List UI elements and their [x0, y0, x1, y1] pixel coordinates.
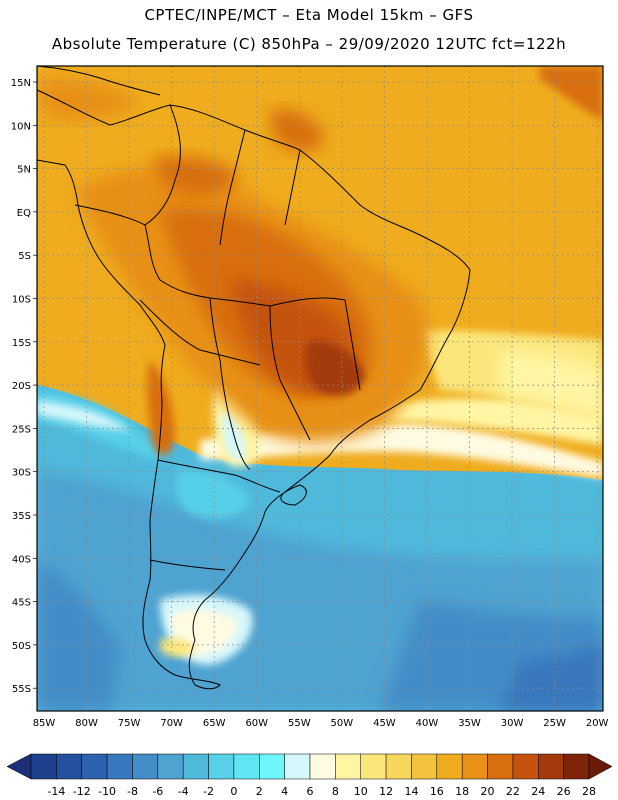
colorbar-label: -2 [203, 785, 214, 798]
colorbar-label: 2 [256, 785, 263, 798]
lat-label: 10N [11, 121, 31, 132]
colorbar-label: -12 [73, 785, 91, 798]
lat-label: 10S [12, 295, 31, 306]
colorbar-label: 4 [281, 785, 288, 798]
lat-label: 15S [12, 338, 31, 349]
lat-label: 40S [12, 554, 31, 565]
lon-label: 60W [245, 718, 268, 729]
colorbar-label: 26 [557, 785, 571, 798]
lon-label: 20W [586, 718, 609, 729]
colorbar-label: -4 [178, 785, 189, 798]
lat-label: 25S [12, 424, 31, 435]
lon-label: 80W [75, 718, 98, 729]
colorbar-swatch [512, 753, 539, 780]
lon-label: 75W [118, 718, 141, 729]
colorbar-label: 22 [506, 785, 520, 798]
lon-label: 70W [160, 718, 183, 729]
lat-label: 15N [11, 78, 31, 89]
map-frame [36, 65, 604, 712]
colorbar-swatch [233, 753, 260, 780]
title-line-1: CPTEC/INPE/MCT – Eta Model 15km – GFS [144, 6, 474, 24]
colorbar-swatch [385, 753, 412, 780]
colorbar-swatch [284, 753, 311, 780]
lat-label: 5N [17, 165, 31, 176]
lon-label: 55W [288, 718, 311, 729]
lon-label: 25W [543, 718, 566, 729]
colorbar-label: -14 [47, 785, 65, 798]
lon-label: 65W [203, 718, 226, 729]
colorbar-swatch [208, 753, 235, 780]
colorbar-label: -10 [98, 785, 116, 798]
lat-label: 5S [18, 251, 31, 262]
title-line-2: Absolute Temperature (C) 850hPa – 29/09/… [51, 35, 567, 53]
colorbar-label: 16 [430, 785, 444, 798]
longitude-labels: 85W 80W 75W 70W 65W 60W 55W 50W 45W 40W 35W 30W 25W 2… [33, 718, 609, 729]
lon-label: 35W [458, 718, 481, 729]
colorbar-swatch [106, 753, 133, 780]
lat-label: 35S [12, 511, 31, 522]
colorbar-label: 10 [354, 785, 368, 798]
colorbar-swatch [157, 753, 184, 780]
colorbar-label: 28 [582, 785, 596, 798]
colorbar: -14 -12 -10 -8 -6 -4 -2 0 2 4 6 8 10 12 14 16 18 20 22 24 26… [6, 753, 613, 798]
lat-label: 45S [12, 598, 31, 609]
lon-label: 30W [501, 718, 524, 729]
colorbar-swatch [309, 753, 336, 780]
lat-label: 55S [12, 684, 31, 695]
colorbar-swatch [259, 753, 285, 780]
colorbar-label: 20 [481, 785, 495, 798]
colorbar-swatch [411, 753, 438, 780]
colorbar-swatch [81, 753, 108, 780]
colorbar-label: 12 [379, 785, 393, 798]
colorbar-label: -6 [152, 785, 163, 798]
lon-label: 50W [331, 718, 354, 729]
colorbar-arrow-low [6, 753, 32, 780]
colorbar-label: 8 [332, 785, 339, 798]
coastlines [36, 65, 471, 690]
lat-label: 30S [12, 468, 31, 479]
colorbar-label: 6 [307, 785, 314, 798]
colorbar-label: 0 [230, 785, 237, 798]
graticule [33, 66, 603, 711]
colorbar-swatch [563, 753, 590, 780]
colorbar-label: 14 [404, 785, 418, 798]
lat-label: 20S [12, 381, 31, 392]
temperature-field [37, 66, 603, 711]
colorbar-label: 24 [531, 785, 545, 798]
colorbar-swatch [182, 753, 209, 780]
latitude-labels: 15N 10N 5N EQ 5S 10S 15S 20S 25S 30S 35S 40S 45S 50S 5… [11, 78, 31, 695]
colorbar-swatch [56, 753, 82, 780]
colorbar-label: -8 [127, 785, 138, 798]
lon-label: 85W [33, 718, 56, 729]
colorbar-label: 18 [455, 785, 469, 798]
lon-label: 40W [416, 718, 439, 729]
colorbar-swatch [487, 753, 514, 780]
colorbar-swatch [436, 753, 463, 780]
colorbar-swatch [335, 753, 361, 780]
lon-label: 45W [373, 718, 396, 729]
lat-label: EQ [17, 208, 31, 219]
colorbar-swatch [360, 753, 387, 780]
colorbar-swatch [461, 753, 488, 780]
lat-label: 50S [12, 641, 31, 652]
colorbar-swatch [30, 753, 57, 780]
colorbar-arrow-high [588, 753, 613, 780]
colorbar-swatch [538, 753, 564, 780]
colorbar-swatch [132, 753, 159, 780]
